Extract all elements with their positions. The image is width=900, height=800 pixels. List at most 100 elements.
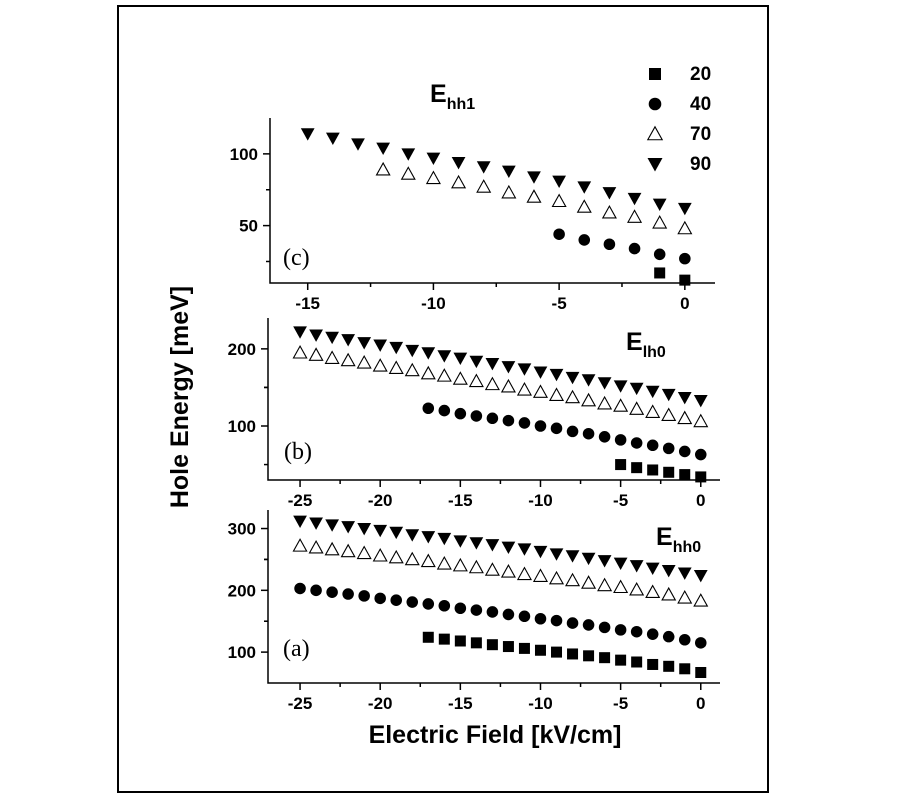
panel-a-x-tick-label: -15 [448, 694, 473, 713]
panel-a-series-70-open-triangle-marker [581, 575, 597, 589]
panel-b-x-tick-label: -5 [613, 491, 628, 510]
figure-border [117, 5, 769, 793]
panel-a-series-40-circle-marker [646, 628, 659, 640]
panel-c-series-90-filled-down-triangle-marker [501, 165, 516, 178]
panel-b-series-70-open-triangle-marker [452, 371, 468, 385]
panel-c-series-90-filled-down-triangle-marker [627, 192, 642, 206]
panel-b-series-70-open-triangle-marker [645, 404, 661, 418]
panel-c-energy-label: Ehh1 [430, 80, 475, 113]
panel-b-series-90-filled-down-triangle-marker [357, 337, 372, 350]
panel-a-series-20-square-marker [583, 650, 595, 662]
panel-b-y-tick-label: 100 [228, 417, 256, 436]
panel-a-series-40-circle-marker [470, 604, 483, 616]
panel-b-series-40-circle-marker [630, 437, 643, 449]
panel-a-series-70-open-triangle-marker [468, 559, 484, 574]
panel-b-series-70-open-triangle-marker [661, 407, 677, 422]
legend: 20 40 70 90 [646, 64, 711, 175]
panel-a-series-90-filled-down-triangle-marker [597, 555, 612, 568]
legend-open-triangle-marker-70 [646, 125, 664, 141]
panel-c-x-tick-label: -15 [295, 294, 320, 313]
panel-b-series-90-filled-down-triangle-marker [597, 377, 612, 390]
panel-a-series-40-circle-marker [310, 584, 322, 597]
panel-a-series-70-open-triangle-marker [452, 557, 468, 572]
panel-b-series-90-filled-down-triangle-marker [533, 366, 548, 379]
panel-a-series-20-square-marker [663, 660, 675, 672]
panel-b-series-90-filled-down-triangle-marker [629, 382, 644, 396]
x-axis-title: Electric Field [kV/cm] [369, 721, 622, 749]
panel-b-series-90-filled-down-triangle-marker [325, 331, 339, 345]
panel-a-x-tick-label: -5 [613, 694, 628, 713]
panel-c: -15 -10 -5 0 50 100 (c) Ehh1 [230, 80, 715, 313]
panel-c-ticks: -15 -10 -5 0 50 100 [230, 145, 690, 313]
panel-b-series-90-filled-down-triangle-marker [693, 395, 708, 408]
panel-a-series-90-filled-down-triangle-marker [565, 550, 580, 563]
panel-a-ticks: -25 -20 -15 -10 -5 0 100 200 300 [228, 520, 706, 713]
panel-a-series-40-circle-marker [390, 594, 403, 606]
panel-b-x-tick-label: 0 [696, 491, 705, 510]
panel-b-series-90-filled-down-triangle-marker [405, 344, 420, 358]
panel-a-series-90-filled-down-triangle-marker [549, 548, 564, 561]
panel-b-series-70-open-triangle-marker [404, 362, 420, 377]
panel-a-series-70-open-triangle-marker [372, 547, 388, 562]
panel-b-series-90-filled-down-triangle-marker [309, 329, 323, 342]
panel-b-series-90-filled-down-triangle-marker [373, 339, 388, 352]
panel-b-series-20-square-marker [647, 464, 659, 476]
panel-a-series-70-open-triangle-marker [500, 564, 516, 578]
panel-b-series-40-circle-marker [694, 448, 707, 461]
panel-a-series-90-filled-down-triangle-marker [517, 543, 532, 556]
panel-b-series-40-circle-marker [646, 439, 659, 452]
panel-a-x-tick-label: -10 [528, 694, 553, 713]
panel-c-tag: (c) [283, 245, 310, 271]
panel-a-series-20-square-marker [518, 642, 530, 654]
panel-a-series-90-filled-down-triangle-marker [373, 524, 388, 538]
panel-b-series-90-filled-down-triangle-marker [661, 388, 676, 402]
panel-b-series-70-open-triangle-marker [372, 358, 388, 372]
panel-a-series-70-open-triangle-marker [532, 568, 549, 582]
panel-b-series-20-square-marker [679, 469, 691, 481]
panel-a-series-70-open-triangle-marker [597, 577, 613, 592]
panel-b-series-40-circle-marker [662, 442, 675, 455]
legend-label-40: 40 [690, 94, 711, 115]
panel-b-series-40-circle-marker [454, 407, 467, 420]
panel-a-series-40-circle-marker [326, 586, 338, 598]
panel-b-series-70-open-triangle-marker [324, 350, 340, 364]
panel-a-series-90-filled-down-triangle-marker [645, 562, 660, 575]
panel-a-series-70-open-triangle-marker [404, 551, 420, 566]
panel-a-series-20-square-marker [422, 631, 434, 643]
panel-a-series-20-square-marker [534, 644, 546, 656]
panel-b-series-90-filled-down-triangle-marker [677, 391, 692, 405]
panel-c-series-70-open-triangle-marker [501, 184, 517, 199]
panel-c-series-40-circle-marker [553, 228, 565, 240]
panel-a-series-20-square-marker [599, 652, 611, 664]
panel-a-series-40-circle-marker [518, 610, 531, 623]
panel-c-series-90-filled-down-triangle-marker [476, 161, 491, 174]
panel-a-series-70-open-triangle-marker [436, 556, 452, 570]
panel-a-series-70-open-triangle-marker [292, 538, 308, 552]
panel-b-series-20-square-marker [663, 466, 675, 478]
panel-b-series-90-filled-down-triangle-marker [501, 361, 516, 374]
panel-b-series-40-circle-marker [518, 417, 531, 429]
panel-c-series-40-circle-marker [603, 238, 616, 251]
panel-c-series-70-open-triangle-marker [400, 166, 416, 180]
panel-a-series-40-circle-marker [486, 606, 499, 618]
panel-a-series-40-circle-marker [502, 608, 515, 621]
panel-b-series-70-open-triangle-marker [677, 410, 693, 425]
panel-a-series-90-filled-down-triangle-marker [341, 521, 356, 534]
panel-b-energy-main: E [626, 328, 643, 356]
panel-a-series-90-filled-down-triangle-marker [485, 539, 500, 552]
panel-a-series-70-open-triangle-marker [645, 584, 661, 599]
panel-b-series-40-circle-marker [566, 425, 579, 438]
panel-a-series-40-circle-marker [566, 617, 579, 629]
panel-a-series-20-square-marker [486, 639, 498, 651]
panel-b-x-tick-label: -20 [368, 491, 393, 510]
panel-c-series-70-open-triangle-marker [677, 220, 693, 235]
panel-a-series-40-circle-marker [422, 598, 435, 610]
panel-b-series-70-open-triangle-marker [388, 360, 404, 374]
panel-a-series-20-square-marker [502, 641, 514, 653]
panel-c-series-70-open-triangle-marker [652, 215, 668, 229]
panel-a-series-40-circle-marker [614, 624, 627, 636]
panel-a-series-90-filled-down-triangle-marker [629, 560, 644, 573]
panel-a-tag: (a) [283, 636, 310, 662]
panel-b-series-70-open-triangle-marker [532, 384, 549, 398]
